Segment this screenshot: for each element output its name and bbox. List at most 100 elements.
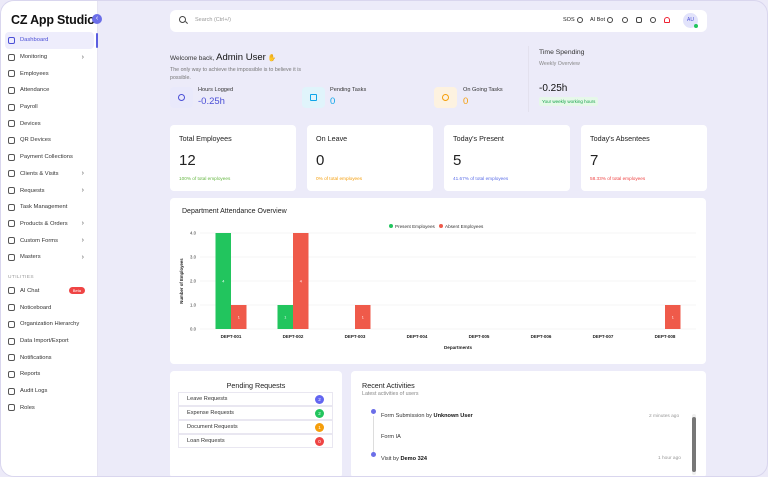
task-management-icon — [8, 203, 15, 211]
divider — [528, 46, 529, 112]
sidebar-item-data-import-export[interactable]: Data Import/Export — [1, 333, 98, 350]
dashboard-icon — [8, 36, 15, 44]
devices-icon — [8, 120, 15, 128]
sos-button[interactable]: SOS — [563, 17, 575, 23]
pending-tasks-icon — [302, 87, 325, 108]
welcome-heading: Welcome back, Admin User ✋ — [170, 52, 276, 63]
sidebar-item-employees[interactable]: Employees — [1, 65, 98, 82]
pending-request-row-leave[interactable]: Leave Requests 2 — [178, 392, 333, 406]
reports-icon — [8, 370, 15, 378]
sidebar-item-qr-devices[interactable]: QR Devices — [1, 132, 98, 149]
collapse-sidebar-icon[interactable]: ‹ — [92, 14, 102, 24]
pending-tasks-label: Pending Tasks — [330, 87, 367, 93]
online-status-dot — [694, 24, 698, 28]
bar-absent-dept-001 — [231, 305, 247, 329]
scrollbar-thumb[interactable] — [692, 417, 696, 472]
stat-label: Today's Absentees — [590, 134, 650, 143]
sidebar-item-label: Products & Orders — [20, 220, 68, 227]
time-spending-title: Time Spending — [539, 49, 585, 56]
sidebar-item-audit-logs[interactable]: Audit Logs — [1, 383, 98, 400]
department-attendance-card: Department Attendance Overview Present E… — [170, 198, 706, 364]
sidebar-item-masters[interactable]: Masters › — [1, 249, 98, 266]
stat-subtext: 58.33% of total employees — [590, 176, 646, 181]
monitoring-icon — [8, 53, 15, 61]
sos-icon[interactable] — [577, 17, 583, 23]
sidebar-item-products-orders[interactable]: Products & Orders › — [1, 216, 98, 233]
sidebar-nav: Dashboard Monitoring › Employees Attendance P… — [1, 32, 98, 416]
search-input[interactable]: Search (Ctrl+/) — [195, 17, 231, 23]
sidebar-item-clients-visits[interactable]: Clients & Visits › — [1, 166, 98, 183]
notification-bell-icon[interactable] — [664, 17, 670, 23]
sidebar-item-label: AI Chat — [20, 287, 40, 294]
activity-item[interactable]: Visit by Demo 324 — [381, 456, 427, 462]
ongoing-tasks-value: 0 — [463, 96, 469, 107]
sidebar-item-label: Requests — [20, 187, 45, 194]
sidebar-item-payroll[interactable]: Payroll — [1, 99, 98, 116]
sidebar-item-devices[interactable]: Devices — [1, 115, 98, 132]
payroll-icon — [8, 103, 15, 111]
chevron-right-icon: › — [81, 187, 84, 195]
bar-present-dept-001 — [215, 233, 231, 329]
pending-request-row-expense[interactable]: Expense Requests 2 — [178, 406, 333, 420]
settings-gear-icon[interactable] — [636, 17, 642, 23]
sidebar-item-label: Noticeboard — [20, 304, 52, 311]
y-tick-label: 3.0 — [190, 255, 197, 260]
custom-forms-icon — [8, 237, 15, 245]
sidebar-item-notifications[interactable]: Notifications — [1, 349, 98, 366]
sidebar-item-ai-chat[interactable]: AI Chat Beta — [1, 283, 98, 300]
request-count-badge: 2 — [315, 394, 324, 404]
sidebar-item-noticeboard[interactable]: Noticeboard — [1, 299, 98, 316]
sidebar-item-requests[interactable]: Requests › — [1, 182, 98, 199]
bar-absent-dept-003 — [355, 305, 371, 329]
payment-collections-icon — [8, 153, 15, 161]
x-tick-label: DEPT-004 — [407, 334, 428, 339]
x-tick-label: DEPT-003 — [345, 334, 366, 339]
stat-card-todays-present[interactable]: Today's Present 5 41.67% of total employ… — [444, 125, 570, 191]
timeline-dot — [371, 452, 376, 457]
top-bar: Search (Ctrl+/) SOS AI Bot AU — [170, 10, 707, 32]
audit-logs-icon — [8, 387, 15, 395]
search-icon[interactable] — [179, 16, 186, 23]
notifications-icon — [8, 354, 15, 362]
ai-bot-button[interactable]: AI Bot — [590, 17, 605, 23]
y-axis-label: Number of Employees — [179, 258, 184, 304]
stat-value: 0 — [316, 152, 325, 169]
sidebar-item-label: Attendance — [20, 87, 50, 94]
bar-data-label: 4 — [222, 280, 224, 284]
activity-item[interactable]: Form Submission by Unknown User — [381, 413, 473, 419]
pending-request-row-loan[interactable]: Loan Requests 0 — [178, 434, 333, 448]
sidebar-item-label: QR Devices — [20, 137, 51, 144]
theme-sun-icon[interactable] — [650, 17, 656, 23]
sidebar: CZ App Studio Dashboard Monitoring › Employ… — [1, 1, 98, 476]
recent-activities-card: Recent Activities Latest activities of u… — [351, 371, 706, 476]
sidebar-item-custom-forms[interactable]: Custom Forms › — [1, 232, 98, 249]
welcome-section: Welcome back, Admin User ✋ The only way … — [170, 40, 705, 115]
sidebar-item-roles[interactable]: Roles — [1, 399, 98, 416]
sidebar-item-task-management[interactable]: Task Management — [1, 199, 98, 216]
sidebar-item-monitoring[interactable]: Monitoring › — [1, 49, 98, 66]
beta-badge: Beta — [68, 287, 85, 295]
stat-card-todays-absentees[interactable]: Today's Absentees 7 58.33% of total empl… — [581, 125, 707, 191]
legend-label: Present Employees — [395, 224, 436, 229]
masters-icon — [8, 253, 15, 261]
sidebar-item-organization-hierarchy[interactable]: Organization Hierarchy — [1, 316, 98, 333]
recent-activities-title: Recent Activities — [362, 381, 415, 390]
activity-user: Unknown User — [433, 413, 473, 419]
stat-card-on-leave[interactable]: On Leave 0 0% of total employees — [307, 125, 433, 191]
sidebar-item-payment-collections[interactable]: Payment Collections — [1, 149, 98, 166]
sidebar-item-label: Notifications — [20, 354, 52, 361]
x-tick-label: DEPT-002 — [283, 334, 304, 339]
y-tick-label: 4.0 — [190, 231, 197, 236]
ai-bot-icon[interactable] — [607, 17, 613, 23]
pending-request-row-document[interactable]: Document Requests 1 — [178, 420, 333, 434]
chart-title: Department Attendance Overview — [182, 208, 287, 215]
qr-devices-icon — [8, 136, 15, 144]
language-icon[interactable] — [622, 17, 628, 23]
sidebar-item-dashboard[interactable]: Dashboard — [5, 32, 98, 49]
stat-card-total-employees[interactable]: Total Employees 12 100% of total employe… — [170, 125, 296, 191]
chevron-right-icon: › — [81, 253, 84, 261]
sidebar-item-label: Masters — [20, 254, 41, 261]
sidebar-item-reports[interactable]: Reports — [1, 366, 98, 383]
sidebar-item-attendance[interactable]: Attendance — [1, 82, 98, 99]
